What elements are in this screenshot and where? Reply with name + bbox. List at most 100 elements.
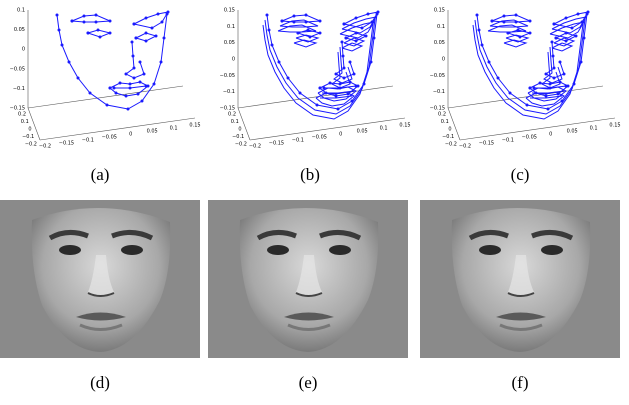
caption: (d) [90, 373, 110, 392]
bottom-tick-label: 0.15 [399, 123, 410, 129]
mesh-point [106, 104, 109, 107]
vertical-tick-label: −0.1 [433, 89, 445, 95]
mesh-point [95, 21, 98, 24]
plot-panel: 0.150.10.050−0.05−0.1−0.150.20.10−0.1−0.… [220, 8, 411, 184]
mesh-point [266, 14, 269, 17]
bottom-tick-label: 0.05 [357, 129, 368, 135]
mesh-point [125, 95, 128, 98]
depth-tick-label: 0.1 [231, 119, 239, 125]
depth-tick-label: 0.2 [438, 112, 446, 118]
face-image [208, 200, 408, 358]
mesh-point [539, 82, 542, 85]
mesh-point [316, 104, 319, 107]
bottom-tick-label: 0.1 [590, 126, 598, 132]
mesh-point [143, 73, 146, 76]
mesh-point [515, 14, 518, 17]
bottom-tick-label: −0.1 [502, 138, 514, 144]
bottom-tick-label: 0.15 [609, 123, 620, 129]
face-image [0, 200, 200, 358]
figure: 0.10.050−0.05−0.1−0.150.20.10−0.1−0.2−0.… [0, 0, 629, 405]
mesh-point [343, 77, 346, 80]
mesh-point [77, 77, 80, 80]
bottom-tick-label: −0.15 [59, 141, 74, 147]
vertical-tick-label: 0.15 [224, 8, 235, 14]
mesh-line [72, 15, 110, 22]
mesh-point [335, 73, 338, 76]
mesh-point [587, 11, 590, 14]
bottom-tick-label: 0.15 [189, 123, 200, 129]
mesh-point [145, 40, 148, 43]
depth-tick-label: 0 [28, 127, 31, 133]
mesh-point [319, 20, 322, 23]
mesh-line [134, 12, 168, 28]
mesh-point [139, 61, 142, 64]
mesh-line [552, 43, 572, 51]
mesh-point [341, 41, 344, 44]
mesh-point [491, 20, 494, 23]
mesh-point [299, 92, 302, 95]
mesh-point [268, 29, 271, 32]
mesh-point [476, 14, 479, 17]
mesh-line [126, 42, 144, 78]
mesh-point [71, 20, 74, 23]
depth-tick-label: 0.2 [228, 112, 236, 118]
caption: (a) [91, 165, 110, 184]
depth-tick-label: −0.1 [232, 134, 244, 140]
mesh-point [529, 32, 532, 35]
mesh-point [319, 32, 322, 35]
mesh-point [343, 23, 346, 26]
vertical-tick-label: 0.15 [434, 8, 445, 14]
bottom-tick-label: 0.05 [147, 129, 158, 135]
mesh-point [575, 35, 578, 38]
mesh-point [547, 108, 550, 111]
mesh-point [353, 73, 356, 76]
vertical-tick-label: 0.05 [434, 40, 445, 46]
mesh-point [99, 36, 102, 39]
mesh-point [155, 35, 158, 38]
vertical-tick-label: −0.05 [220, 73, 235, 79]
mesh-point [365, 35, 368, 38]
page: 0.10.050−0.05−0.1−0.150.20.10−0.1−0.2−0.… [0, 0, 629, 405]
mesh-point [87, 32, 90, 35]
axis-line [238, 86, 393, 108]
mesh-point [337, 108, 340, 111]
mesh-point [58, 29, 61, 32]
mesh-point [529, 87, 532, 90]
mesh-point [109, 20, 112, 23]
mesh-line [57, 14, 167, 109]
mesh-point [343, 67, 346, 70]
mesh-point [497, 77, 500, 80]
mesh-point [139, 81, 142, 84]
mesh-point [161, 21, 164, 24]
bottom-tick-label: −0.1 [82, 138, 94, 144]
mesh-point [160, 61, 163, 64]
mesh-point [529, 20, 532, 23]
mesh-point [565, 17, 568, 20]
mesh-point [355, 17, 358, 20]
bottom-tick-label: −0.2 [39, 144, 51, 150]
bottom-tick-label: −0.2 [249, 144, 261, 150]
vertical-tick-label: 0.1 [437, 24, 445, 30]
mesh-point [526, 104, 529, 107]
mesh-point [145, 32, 148, 35]
depth-tick-label: 0.1 [21, 119, 29, 125]
depth-tick-label: −0.1 [442, 134, 454, 140]
mesh-point [127, 108, 130, 111]
mesh-point [287, 77, 290, 80]
depth-tick-label: 0.1 [441, 119, 449, 125]
mesh-point [281, 20, 284, 23]
bottom-tick-label: 0 [339, 132, 342, 138]
mesh-point [293, 15, 296, 18]
bottom-tick-label: −0.1 [292, 138, 304, 144]
mesh-point [577, 13, 580, 16]
mesh-point [115, 92, 118, 95]
mesh-point [553, 67, 556, 70]
mesh-point [145, 85, 148, 88]
mesh-point [97, 29, 100, 32]
plot-panel: 0.150.10.050−0.05−0.1−0.150.20.10−0.1−0.… [430, 8, 621, 184]
mesh-point [131, 41, 134, 44]
mesh-point [355, 40, 358, 43]
mesh-point [271, 44, 274, 47]
caption: (f) [512, 373, 529, 392]
mesh-point [133, 77, 136, 80]
